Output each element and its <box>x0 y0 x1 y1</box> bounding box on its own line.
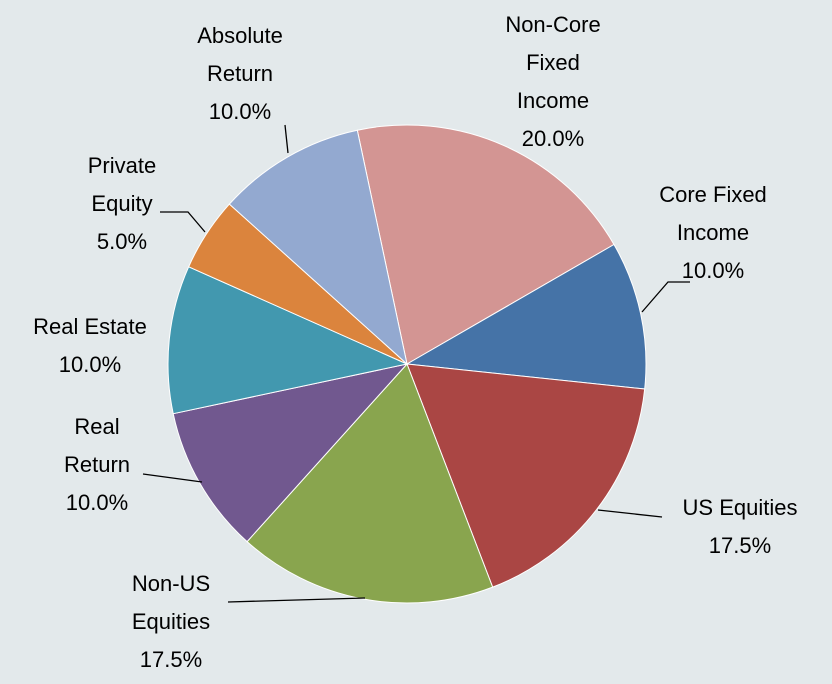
label-value: 10.0% <box>208 99 272 124</box>
pie-slice <box>405 243 647 390</box>
pie-slice <box>167 266 409 415</box>
data-label: Real Estate 10.0% <box>5 308 175 384</box>
leader-line <box>227 597 366 603</box>
label-name: Non-US Equities <box>131 571 211 634</box>
label-value: 10.0% <box>681 258 745 283</box>
label-name: Real Return <box>63 414 131 477</box>
data-label: Absolute Return 10.0% <box>180 17 300 131</box>
leader-line <box>142 473 203 483</box>
data-label: Non-Core Fixed Income 20.0% <box>498 6 608 158</box>
leader-line <box>597 509 663 518</box>
label-name: Core Fixed Income <box>659 182 767 245</box>
leader-lines <box>142 124 690 603</box>
label-name: US Equities <box>682 495 798 520</box>
pie-slice <box>356 124 615 365</box>
leader-line <box>284 124 289 154</box>
data-label: Private Equity 5.0% <box>72 147 172 261</box>
leader-line <box>641 281 690 313</box>
label-name: Non-Core Fixed Income <box>505 12 601 113</box>
label-value: 10.0% <box>65 490 129 515</box>
data-label: US Equities 17.5% <box>655 489 825 565</box>
label-value: 10.0% <box>58 352 122 377</box>
data-label: Real Return 10.0% <box>52 408 142 522</box>
pie-slice <box>228 129 408 366</box>
label-name: Real Estate <box>33 314 147 339</box>
data-label: Non-US Equities 17.5% <box>121 565 221 679</box>
label-value: 5.0% <box>96 229 148 254</box>
slices <box>167 124 647 604</box>
pie-slice <box>246 363 494 604</box>
label-value: 20.0% <box>521 126 585 151</box>
label-name: Private Equity <box>87 153 157 216</box>
leader-line <box>160 211 206 233</box>
pie-slice <box>172 363 409 543</box>
label-name: Absolute Return <box>197 23 283 86</box>
data-label: Core Fixed Income 10.0% <box>633 176 793 290</box>
label-value: 17.5% <box>708 533 772 558</box>
label-value: 17.5% <box>139 647 203 672</box>
pie-slice <box>406 363 646 588</box>
